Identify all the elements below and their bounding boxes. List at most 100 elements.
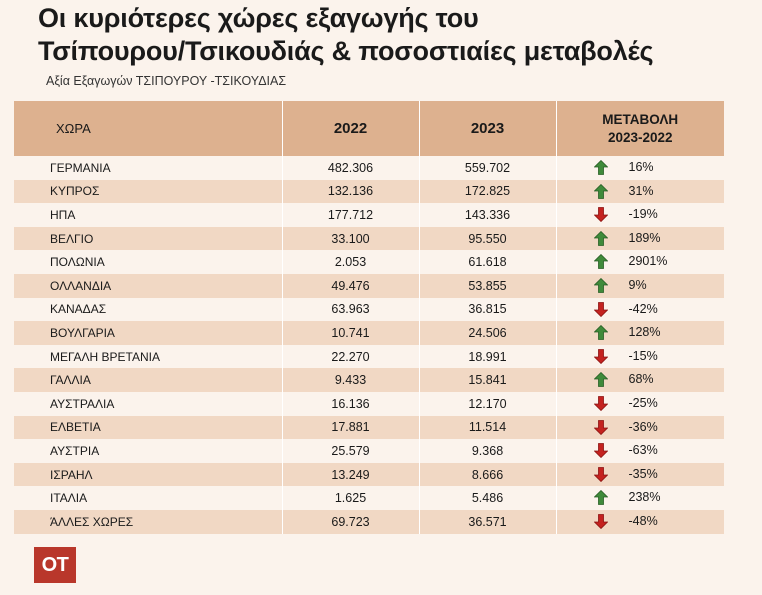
arrow-down-icon [593, 514, 608, 529]
cell-2022: 25.579 [281, 439, 419, 463]
cell-change: 189% [555, 226, 724, 251]
table-row: ΑΥΣΤΡΙΑ 25.579 9.368 -63% [14, 439, 724, 463]
page-title: Οι κυριότερες χώρες εξαγωγής του Τσίπουρ… [38, 2, 738, 68]
table-subtitle: Αξία Εξαγωγών ΤΣΙΠΟΥΡΟΥ -ΤΣΙΚΟΥΔΙΑΣ [46, 74, 287, 88]
table-row: ΠΟΛΩΝΙΑ 2.053 61.618 2901% [14, 250, 724, 274]
change-percent: 238% [628, 490, 661, 505]
table-row: ΕΛΒΕΤΙΑ 17.881 11.514 -36% [14, 415, 724, 440]
cell-2022: 132.136 [281, 179, 419, 204]
ot-logo: OT [34, 547, 76, 583]
header-2022: 2022 [281, 101, 419, 156]
cell-2023: 559.702 [418, 156, 556, 180]
header-change-line-2: 2023-2022 [607, 129, 673, 145]
arrow-up-icon [593, 372, 608, 388]
table-row: ΜΕΓΑΛΗ ΒΡΕΤΑΝΙΑ 22.270 18.991 -15% [14, 344, 724, 369]
change-percent: -19% [628, 207, 658, 222]
cell-country: ΜΕΓΑΛΗ ΒΡΕΤΑΝΙΑ [14, 344, 282, 369]
table-row: ΓΑΛΛΙΑ 9.433 15.841 68% [14, 368, 724, 392]
cell-2022: 10.741 [281, 321, 419, 345]
title-line-1: Οι κυριότερες χώρες εξαγωγής του [38, 3, 479, 33]
cell-2023: 36.815 [418, 297, 556, 322]
cell-change: 68% [555, 368, 724, 392]
arrow-down-icon [593, 301, 608, 317]
change-percent: -48% [628, 513, 658, 528]
arrow-down-icon [593, 207, 608, 223]
header-change-line-1: ΜΕΤΑΒΟΛΗ [602, 111, 679, 127]
cell-2022: 1.625 [281, 486, 419, 510]
arrow-down-icon [593, 348, 608, 364]
cell-2022: 13.249 [281, 462, 419, 487]
arrow-down-icon [593, 443, 608, 459]
cell-change: -15% [555, 344, 724, 369]
exports-table: ΧΩΡΑ 2022 2023 ΜΕΤΑΒΟΛΗ 2023-2022 ΓΕΡΜΑΝ… [14, 101, 724, 534]
table-row: ΚΑΝΑΔΑΣ 63.963 36.815 -42% [14, 297, 724, 322]
change-percent: 68% [628, 372, 654, 387]
cell-2022: 9.433 [281, 368, 419, 392]
cell-2023: 8.666 [418, 462, 556, 487]
cell-change: -48% [555, 509, 724, 534]
table-row: ΗΠΑ 177.712 143.336 -19% [14, 203, 724, 227]
cell-2023: 18.991 [418, 344, 556, 369]
cell-change: 128% [555, 321, 724, 345]
cell-2022: 16.136 [281, 391, 419, 416]
arrow-up-icon [593, 490, 608, 506]
exports-table-container: ΧΩΡΑ 2022 2023 ΜΕΤΑΒΟΛΗ 2023-2022 ΓΕΡΜΑΝ… [14, 101, 724, 534]
title-line-2: Τσίπουρου/Τσικουδιάς & ποσοστιαίες μεταβ… [38, 36, 654, 66]
cell-2023: 11.514 [418, 415, 556, 440]
cell-2023: 24.506 [418, 321, 556, 345]
cell-2022: 482.306 [281, 156, 419, 180]
change-percent: -25% [628, 395, 658, 410]
table-row: ΓΕΡΜΑΝΙΑ 482.306 559.702 16% [14, 156, 724, 180]
table-header-row: ΧΩΡΑ 2022 2023 ΜΕΤΑΒΟΛΗ 2023-2022 [14, 101, 724, 156]
arrow-up-icon [593, 230, 608, 246]
change-percent: 31% [628, 183, 654, 198]
cell-change: -36% [555, 415, 724, 440]
cell-change: -35% [555, 462, 724, 487]
cell-country: ΚΥΠΡΟΣ [14, 179, 282, 204]
change-percent: 128% [628, 325, 661, 340]
cell-2023: 12.170 [418, 391, 556, 416]
arrow-up-icon [593, 254, 608, 270]
cell-2023: 36.571 [418, 509, 556, 534]
cell-2023: 15.841 [418, 368, 556, 392]
cell-2023: 9.368 [418, 439, 556, 463]
cell-country: ΓΑΛΛΙΑ [14, 368, 282, 392]
table-row: ΙΤΑΛΙΑ 1.625 5.486 238% [14, 486, 724, 510]
cell-change: 16% [555, 156, 724, 180]
cell-country: ΑΥΣΤΡΑΛΙΑ [14, 391, 282, 416]
change-percent: 9% [628, 277, 647, 292]
arrow-down-icon [593, 396, 608, 411]
cell-country: ΙΣΡΑΗΛ [14, 462, 282, 487]
cell-2023: 53.855 [418, 273, 556, 298]
cell-country: ΟΛΛΑΝΔΙΑ [14, 273, 282, 298]
cell-2023: 172.825 [418, 179, 556, 204]
header-country: ΧΩΡΑ [14, 101, 282, 156]
change-percent: -36% [628, 419, 658, 434]
table-row: ΒΕΛΓΙΟ 33.100 95.550 189% [14, 226, 724, 251]
cell-2022: 2.053 [281, 250, 419, 274]
cell-change: 31% [555, 179, 724, 204]
cell-country: ΆΛΛΕΣ ΧΩΡΕΣ [14, 509, 282, 534]
table-row: ΚΥΠΡΟΣ 132.136 172.825 31% [14, 179, 724, 204]
cell-change: -63% [555, 439, 724, 463]
cell-country: ΑΥΣΤΡΙΑ [14, 439, 282, 463]
arrow-up-icon [593, 277, 608, 293]
arrow-up-icon [593, 160, 608, 175]
table-row: ΟΛΛΑΝΔΙΑ 49.476 53.855 9% [14, 273, 724, 298]
change-percent: 2901% [628, 254, 668, 269]
cell-country: ΒΕΛΓΙΟ [14, 226, 282, 251]
arrow-down-icon [593, 419, 608, 435]
cell-2022: 49.476 [281, 273, 419, 298]
cell-2022: 63.963 [281, 297, 419, 322]
cell-country: ΠΟΛΩΝΙΑ [14, 250, 282, 274]
arrow-up-icon [593, 183, 608, 199]
cell-change: -19% [555, 203, 724, 227]
cell-2022: 22.270 [281, 344, 419, 369]
cell-change: 9% [555, 273, 724, 298]
cell-2022: 177.712 [281, 203, 419, 227]
cell-2023: 95.550 [418, 226, 556, 251]
cell-country: ΚΑΝΑΔΑΣ [14, 297, 282, 322]
header-2023: 2023 [418, 101, 556, 156]
cell-change: -25% [555, 391, 724, 416]
arrow-up-icon [593, 325, 608, 341]
